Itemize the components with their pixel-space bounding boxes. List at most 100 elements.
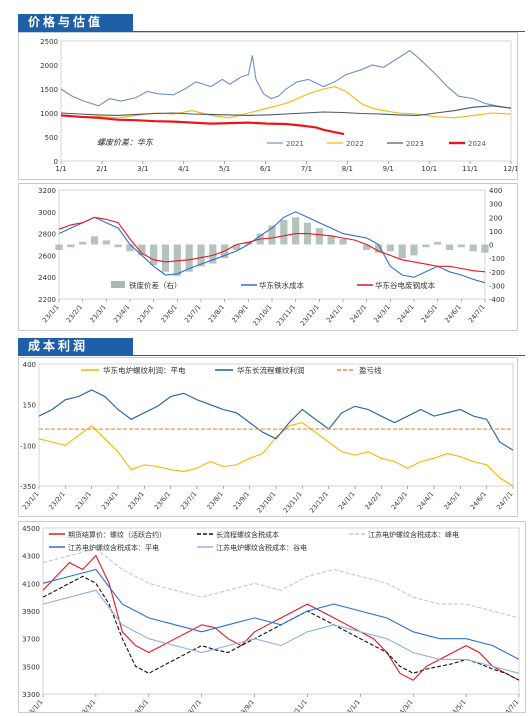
y-tick-label: 3900 — [22, 608, 40, 616]
x-tick-label: 24/1/1 — [337, 490, 357, 511]
x-tick-label: 24/1/1 — [325, 303, 345, 324]
series-line — [60, 114, 345, 136]
x-tick-label: 23/11/1 — [282, 490, 304, 514]
area-bar — [244, 241, 252, 245]
x-tick-label: 24/6/1 — [443, 303, 463, 324]
y-tick-label: 2200 — [38, 296, 56, 304]
plot-area — [60, 40, 512, 162]
x-tick-label: 23/11/1 — [287, 698, 309, 712]
x-tick-label: 23/7/1 — [184, 698, 204, 712]
area-bar — [292, 217, 300, 245]
x-tick-label: 24/7/1 — [501, 698, 521, 712]
x-tick-label: 23/7/1 — [183, 303, 203, 324]
x-tick-label: 6/1 — [260, 165, 271, 173]
x-tick-label: 23/6/1 — [153, 490, 173, 511]
series-line — [38, 389, 514, 451]
x-tick-label: 23/10/1 — [255, 490, 277, 514]
y-tick-label: 150 — [23, 402, 36, 410]
series-line — [58, 216, 486, 273]
area-bar — [114, 244, 122, 248]
y-tick-label: 2800 — [38, 231, 56, 239]
panel-chart-4: 3300 3500 3700 3900 4100 4300 4500 23/1/1 23/3/1… — [18, 521, 526, 716]
x-tick-label: 24/7/1 — [467, 303, 487, 324]
area-bar — [327, 236, 335, 245]
y2-tick-label: -300 — [489, 282, 505, 290]
x-tick-label: 12/1 — [503, 165, 517, 173]
legend-label: 长流程螺纹含税成本 — [216, 530, 279, 539]
area-bar — [173, 244, 181, 276]
y-tick-label: 500 — [45, 134, 58, 142]
legend-label: 盈亏线 — [359, 365, 382, 375]
x-tick-label: 24/3/1 — [390, 490, 410, 511]
x-tick-label: 24/2/1 — [349, 303, 369, 324]
area-bar — [481, 244, 489, 253]
legend-swatch — [111, 281, 125, 288]
area-bar — [232, 244, 241, 250]
y2-tick-label: 400 — [489, 187, 502, 195]
y-tick-label: 3200 — [38, 187, 56, 195]
x-tick-label: 23/4/1 — [100, 490, 120, 511]
x-tick-label: 23/5/1 — [126, 490, 146, 511]
y-tick-label: 400 — [23, 361, 36, 369]
section-title-cost-profit: 成本利润 — [18, 338, 133, 355]
x-tick-label: 9/1 — [383, 165, 394, 173]
x-tick-label: 23/9/1 — [230, 303, 250, 324]
section-rule-2 — [18, 355, 525, 356]
x-tick-label: 24/4/1 — [416, 490, 436, 511]
series-line — [58, 211, 486, 284]
y-tick-label: -100 — [20, 442, 36, 450]
series-line — [38, 422, 514, 487]
panel-chart-2: 2200 2400 2600 2800 3000 3200 -400 -300 -200 -100… — [18, 183, 518, 331]
x-tick-label: 23/5/1 — [131, 698, 151, 712]
area-bar — [67, 244, 75, 248]
x-tick-label: 23/4/1 — [112, 303, 132, 324]
legend-label: 华东铁水成本 — [259, 280, 304, 290]
x-tick-label: 5/1 — [219, 165, 230, 173]
x-tick-label: 3/1 — [137, 165, 148, 173]
y2-tick-label: 100 — [489, 228, 502, 236]
area-bar — [398, 244, 406, 259]
plot-area — [38, 363, 514, 487]
area-bar — [469, 244, 477, 252]
y-tick-label: 3500 — [22, 663, 40, 671]
panel-chart-1: 0 500 1000 1500 2000 2500 1/1 2/1 3/1 4/1 5/1 6/1 7/… — [18, 32, 519, 180]
area-bar — [457, 244, 465, 248]
y2-tick-label: 300 — [489, 201, 502, 209]
x-tick-label: 8/1 — [342, 165, 353, 173]
x-tick-label: 23/8/1 — [207, 303, 227, 324]
y-tick-label: 1000 — [40, 110, 58, 118]
section-rule-1 — [18, 31, 525, 32]
area-bar — [102, 240, 110, 245]
x-tick-label: 23/9/1 — [237, 698, 257, 712]
y-tick-label: 4300 — [22, 553, 40, 561]
series-line — [60, 49, 512, 109]
x-tick-label: 23/2/1 — [47, 490, 67, 511]
legend-label: 2024 — [468, 140, 486, 148]
legend-label: 华东电炉螺纹利润：平电 — [103, 365, 186, 375]
area-bar — [422, 244, 430, 248]
y-tick-label: 3300 — [22, 691, 40, 699]
x-tick-label: 23/1/1 — [41, 303, 61, 324]
panel-chart-3: -350 -100 150 400 23/1/1 23/2/1 23/3/1 23/4/1 23… — [18, 357, 518, 517]
legend-label: 2023 — [406, 140, 424, 148]
area-bar — [339, 239, 347, 245]
x-tick-label: 24/5/1 — [420, 303, 440, 324]
x-tick-label: 11/1 — [462, 165, 478, 173]
legend-label: 江苏电炉螺纹含税成本：平电 — [68, 543, 159, 552]
x-tick-label: 7/1 — [301, 165, 312, 173]
plot-area — [42, 527, 520, 695]
legend-label: 2021 — [286, 140, 304, 148]
area-bar — [185, 244, 193, 272]
y2-tick-label: 200 — [489, 214, 502, 222]
x-tick-label: 23/3/1 — [74, 490, 94, 511]
x-tick-label: 23/5/1 — [136, 303, 156, 324]
y-tick-label: 2000 — [40, 62, 58, 70]
x-tick-label: 24/7/1 — [495, 490, 515, 511]
x-tick-label: 23/1/1 — [25, 698, 45, 712]
x-tick-label: 10/1 — [421, 165, 437, 173]
x-tick-label: 23/2/1 — [65, 303, 85, 324]
section-title-price-valuation: 价格与估值 — [18, 14, 133, 31]
x-tick-label: 23/8/1 — [205, 490, 225, 511]
chart-4: 3300 3500 3700 3900 4100 4300 4500 23/1/1 23/3/1… — [22, 525, 521, 716]
series-line — [42, 548, 520, 619]
